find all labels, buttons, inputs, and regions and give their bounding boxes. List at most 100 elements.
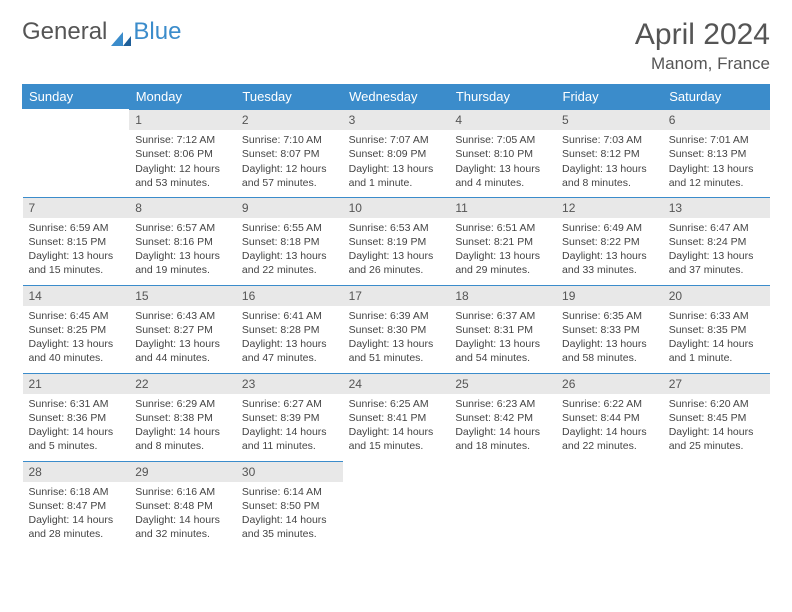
day-cell: 27Sunrise: 6:20 AMSunset: 8:45 PMDayligh… — [663, 373, 770, 461]
daylight: Daylight: 13 hours and 15 minutes. — [29, 249, 124, 277]
day-body: Sunrise: 7:07 AMSunset: 8:09 PMDaylight:… — [343, 130, 450, 194]
day-cell: 24Sunrise: 6:25 AMSunset: 8:41 PMDayligh… — [343, 373, 450, 461]
month-title: April 2024 — [635, 18, 770, 52]
day-number: 11 — [449, 197, 556, 218]
day-body: Sunrise: 7:10 AMSunset: 8:07 PMDaylight:… — [236, 130, 343, 194]
sunset: Sunset: 8:36 PM — [29, 411, 124, 425]
sunrise: Sunrise: 6:35 AM — [562, 309, 657, 323]
day-number: 8 — [129, 197, 236, 218]
day-body: Sunrise: 6:41 AMSunset: 8:28 PMDaylight:… — [236, 306, 343, 370]
sunset: Sunset: 8:13 PM — [669, 147, 764, 161]
sunrise: Sunrise: 7:05 AM — [455, 133, 550, 147]
day-number: 10 — [343, 197, 450, 218]
day-number: 28 — [23, 461, 130, 482]
day-cell: 23Sunrise: 6:27 AMSunset: 8:39 PMDayligh… — [236, 373, 343, 461]
daylight: Daylight: 12 hours and 53 minutes. — [135, 162, 230, 190]
day-number: 4 — [449, 109, 556, 130]
day-cell: 30Sunrise: 6:14 AMSunset: 8:50 PMDayligh… — [236, 461, 343, 549]
day-cell: 2Sunrise: 7:10 AMSunset: 8:07 PMDaylight… — [236, 109, 343, 197]
daylight: Daylight: 13 hours and 54 minutes. — [455, 337, 550, 365]
sunrise: Sunrise: 7:03 AM — [562, 133, 657, 147]
day-body: Sunrise: 6:35 AMSunset: 8:33 PMDaylight:… — [556, 306, 663, 370]
sunset: Sunset: 8:30 PM — [349, 323, 444, 337]
sunset: Sunset: 8:18 PM — [242, 235, 337, 249]
weekday-header: Friday — [556, 85, 663, 109]
sunset: Sunset: 8:41 PM — [349, 411, 444, 425]
daylight: Daylight: 14 hours and 1 minute. — [669, 337, 764, 365]
day-body: Sunrise: 7:01 AMSunset: 8:13 PMDaylight:… — [663, 130, 770, 194]
day-body: Sunrise: 6:18 AMSunset: 8:47 PMDaylight:… — [23, 482, 130, 546]
week-row: 28Sunrise: 6:18 AMSunset: 8:47 PMDayligh… — [23, 461, 770, 549]
weekday-header: Wednesday — [343, 85, 450, 109]
logo-icon — [111, 25, 131, 39]
day-number: 12 — [556, 197, 663, 218]
daylight: Daylight: 13 hours and 51 minutes. — [349, 337, 444, 365]
sunset: Sunset: 8:22 PM — [562, 235, 657, 249]
sunset: Sunset: 8:33 PM — [562, 323, 657, 337]
daylight: Daylight: 13 hours and 12 minutes. — [669, 162, 764, 190]
daylight: Daylight: 13 hours and 19 minutes. — [135, 249, 230, 277]
daylight: Daylight: 14 hours and 8 minutes. — [135, 425, 230, 453]
day-number: 5 — [556, 109, 663, 130]
day-body: Sunrise: 6:22 AMSunset: 8:44 PMDaylight:… — [556, 394, 663, 458]
weekday-header: Thursday — [449, 85, 556, 109]
sunrise: Sunrise: 7:12 AM — [135, 133, 230, 147]
day-cell: 21Sunrise: 6:31 AMSunset: 8:36 PMDayligh… — [23, 373, 130, 461]
logo: GeneralBlue — [22, 18, 181, 46]
day-cell — [23, 109, 130, 197]
daylight: Daylight: 13 hours and 22 minutes. — [242, 249, 337, 277]
daylight: Daylight: 14 hours and 35 minutes. — [242, 513, 337, 541]
daylight: Daylight: 13 hours and 44 minutes. — [135, 337, 230, 365]
day-body: Sunrise: 6:27 AMSunset: 8:39 PMDaylight:… — [236, 394, 343, 458]
day-body: Sunrise: 7:05 AMSunset: 8:10 PMDaylight:… — [449, 130, 556, 194]
sunset: Sunset: 8:21 PM — [455, 235, 550, 249]
daylight: Daylight: 14 hours and 32 minutes. — [135, 513, 230, 541]
daylight: Daylight: 14 hours and 18 minutes. — [455, 425, 550, 453]
sunrise: Sunrise: 6:43 AM — [135, 309, 230, 323]
calendar-table: Sunday Monday Tuesday Wednesday Thursday… — [22, 84, 770, 549]
sunrise: Sunrise: 6:23 AM — [455, 397, 550, 411]
calendar-body: 1Sunrise: 7:12 AMSunset: 8:06 PMDaylight… — [23, 109, 770, 549]
day-number: 29 — [129, 461, 236, 482]
sunrise: Sunrise: 6:47 AM — [669, 221, 764, 235]
day-body: Sunrise: 6:16 AMSunset: 8:48 PMDaylight:… — [129, 482, 236, 546]
day-body: Sunrise: 6:55 AMSunset: 8:18 PMDaylight:… — [236, 218, 343, 282]
day-cell: 29Sunrise: 6:16 AMSunset: 8:48 PMDayligh… — [129, 461, 236, 549]
day-cell: 20Sunrise: 6:33 AMSunset: 8:35 PMDayligh… — [663, 285, 770, 373]
sunrise: Sunrise: 6:59 AM — [29, 221, 124, 235]
daylight: Daylight: 13 hours and 33 minutes. — [562, 249, 657, 277]
daylight: Daylight: 12 hours and 57 minutes. — [242, 162, 337, 190]
sunrise: Sunrise: 6:20 AM — [669, 397, 764, 411]
day-cell: 11Sunrise: 6:51 AMSunset: 8:21 PMDayligh… — [449, 197, 556, 285]
daylight: Daylight: 13 hours and 47 minutes. — [242, 337, 337, 365]
day-cell: 22Sunrise: 6:29 AMSunset: 8:38 PMDayligh… — [129, 373, 236, 461]
day-number: 24 — [343, 373, 450, 394]
day-cell: 5Sunrise: 7:03 AMSunset: 8:12 PMDaylight… — [556, 109, 663, 197]
daylight: Daylight: 14 hours and 25 minutes. — [669, 425, 764, 453]
sunrise: Sunrise: 6:14 AM — [242, 485, 337, 499]
weekday-header: Monday — [129, 85, 236, 109]
sunset: Sunset: 8:16 PM — [135, 235, 230, 249]
weekday-header: Tuesday — [236, 85, 343, 109]
daylight: Daylight: 14 hours and 15 minutes. — [349, 425, 444, 453]
day-cell: 10Sunrise: 6:53 AMSunset: 8:19 PMDayligh… — [343, 197, 450, 285]
day-number: 14 — [23, 285, 130, 306]
sunrise: Sunrise: 6:51 AM — [455, 221, 550, 235]
sunrise: Sunrise: 6:31 AM — [29, 397, 124, 411]
week-row: 14Sunrise: 6:45 AMSunset: 8:25 PMDayligh… — [23, 285, 770, 373]
header: GeneralBlue April 2024 Manom, France — [22, 18, 770, 74]
day-cell: 28Sunrise: 6:18 AMSunset: 8:47 PMDayligh… — [23, 461, 130, 549]
daylight: Daylight: 13 hours and 58 minutes. — [562, 337, 657, 365]
day-number: 9 — [236, 197, 343, 218]
day-body: Sunrise: 6:57 AMSunset: 8:16 PMDaylight:… — [129, 218, 236, 282]
sunset: Sunset: 8:47 PM — [29, 499, 124, 513]
daylight: Daylight: 14 hours and 5 minutes. — [29, 425, 124, 453]
sunset: Sunset: 8:42 PM — [455, 411, 550, 425]
day-number: 20 — [663, 285, 770, 306]
sunset: Sunset: 8:15 PM — [29, 235, 124, 249]
day-cell: 26Sunrise: 6:22 AMSunset: 8:44 PMDayligh… — [556, 373, 663, 461]
sunrise: Sunrise: 6:45 AM — [29, 309, 124, 323]
location: Manom, France — [635, 54, 770, 74]
day-body: Sunrise: 7:12 AMSunset: 8:06 PMDaylight:… — [129, 130, 236, 194]
sunset: Sunset: 8:12 PM — [562, 147, 657, 161]
